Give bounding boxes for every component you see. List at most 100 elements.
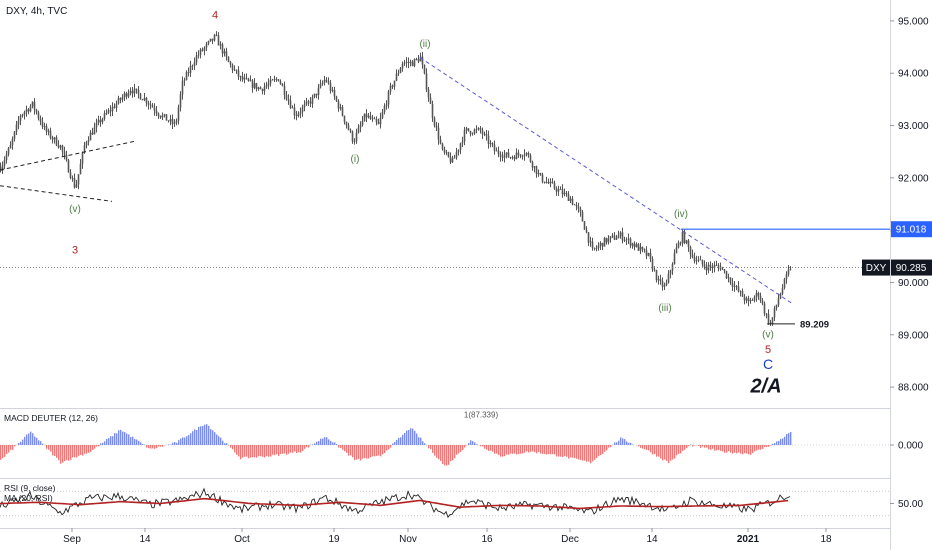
candle-body bbox=[597, 245, 600, 249]
candle-body bbox=[673, 253, 676, 265]
macd-bar bbox=[668, 445, 670, 464]
candle-body bbox=[251, 80, 254, 88]
candle-body bbox=[35, 109, 38, 113]
candle-body bbox=[347, 125, 350, 130]
macd-bar bbox=[36, 437, 38, 445]
candle-body bbox=[493, 144, 496, 151]
candle-body bbox=[329, 83, 332, 91]
candle-body bbox=[155, 110, 158, 114]
candle-body bbox=[763, 303, 766, 314]
macd-bar bbox=[724, 445, 726, 453]
macd-bar bbox=[578, 445, 580, 460]
candle-body bbox=[731, 282, 734, 287]
candle-body bbox=[543, 181, 546, 183]
macd-bar bbox=[508, 445, 510, 455]
candle-body bbox=[511, 157, 514, 158]
macd-bar bbox=[432, 445, 434, 453]
candle-body bbox=[403, 62, 406, 64]
candle-body bbox=[663, 285, 666, 287]
candle-body bbox=[111, 106, 114, 112]
macd-bar bbox=[256, 445, 258, 458]
trend-line-3 bbox=[419, 57, 793, 304]
macd-bar bbox=[644, 445, 646, 450]
macd-bar bbox=[566, 445, 568, 457]
macd-bar bbox=[344, 445, 346, 452]
macd-bar bbox=[364, 445, 366, 459]
macd-bar bbox=[652, 445, 654, 455]
candle-body bbox=[283, 86, 286, 96]
wave-label: 3 bbox=[72, 245, 78, 257]
level-low-label: 89.209 bbox=[800, 319, 829, 330]
candle-body bbox=[545, 181, 548, 183]
macd-bar bbox=[154, 445, 156, 449]
macd-bar bbox=[24, 436, 26, 445]
macd-bar bbox=[790, 431, 792, 445]
macd-bar bbox=[524, 445, 526, 453]
candle-body bbox=[471, 133, 474, 135]
macd-bar bbox=[180, 438, 182, 445]
macd-bar bbox=[216, 434, 218, 445]
macd-bar bbox=[326, 437, 328, 445]
macd-bar bbox=[142, 443, 144, 445]
time-axis-tick-label: Nov bbox=[399, 534, 417, 545]
macd-bar bbox=[624, 439, 626, 445]
candle-body bbox=[565, 192, 568, 195]
candle-body bbox=[27, 109, 30, 112]
wave-label: 4 bbox=[212, 9, 218, 21]
candle-body bbox=[661, 280, 664, 287]
macd-bar bbox=[768, 445, 770, 447]
macd-bar bbox=[22, 439, 24, 445]
macd-bar bbox=[220, 437, 222, 445]
wave-label: (ii) bbox=[419, 39, 430, 50]
candle-body bbox=[725, 271, 728, 279]
macd-bar bbox=[4, 445, 6, 457]
macd-bar bbox=[128, 434, 130, 445]
candle-body bbox=[201, 49, 204, 51]
candle-body bbox=[649, 253, 652, 259]
macd-bar bbox=[684, 445, 686, 450]
macd-bar bbox=[82, 445, 84, 456]
candle-body bbox=[457, 149, 460, 153]
candle-body bbox=[733, 285, 736, 287]
candle-body bbox=[555, 188, 558, 192]
candle-body bbox=[749, 300, 752, 302]
macd-bar bbox=[662, 445, 664, 461]
macd-bar bbox=[92, 445, 94, 450]
macd-bar bbox=[500, 445, 502, 457]
macd-bar bbox=[378, 445, 380, 456]
candle-body bbox=[161, 115, 164, 118]
candle-body bbox=[679, 242, 682, 244]
macd-bar bbox=[64, 445, 66, 462]
macd-bar bbox=[86, 445, 88, 454]
macd-bar bbox=[158, 445, 160, 447]
macd-bar bbox=[602, 445, 604, 454]
macd-bar bbox=[464, 445, 466, 448]
macd-bar bbox=[168, 444, 170, 445]
candle-body bbox=[7, 148, 10, 155]
candle-body bbox=[381, 112, 384, 118]
macd-bar bbox=[744, 445, 746, 454]
candle-body bbox=[703, 264, 706, 268]
macd-bar bbox=[62, 445, 64, 463]
macd-bar bbox=[120, 429, 122, 445]
macd-bar bbox=[298, 445, 300, 453]
candle-body bbox=[739, 291, 742, 292]
macd-bar bbox=[122, 431, 124, 445]
candle-body bbox=[579, 208, 582, 213]
macd-bar bbox=[390, 445, 392, 448]
macd-bar bbox=[710, 445, 712, 450]
candle-body bbox=[697, 259, 700, 261]
candle-body bbox=[667, 273, 670, 283]
macd-bar bbox=[484, 445, 486, 449]
macd-bar bbox=[686, 445, 688, 449]
macd-bar bbox=[334, 442, 336, 445]
candle-body bbox=[309, 101, 312, 104]
macd-bar bbox=[430, 445, 432, 449]
candle-body bbox=[743, 296, 746, 301]
candle-body bbox=[439, 139, 442, 144]
macd-bar bbox=[104, 441, 106, 445]
candle-body bbox=[433, 117, 436, 126]
macd-bar bbox=[512, 445, 514, 454]
macd-bar bbox=[136, 439, 138, 445]
